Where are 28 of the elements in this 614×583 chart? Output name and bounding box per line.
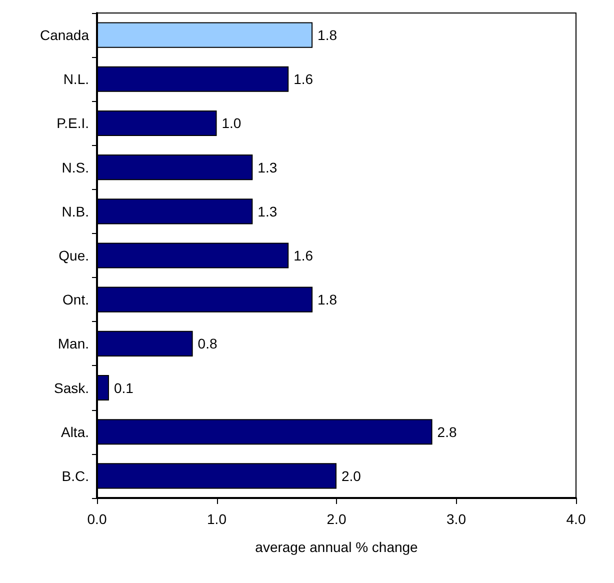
- y-tick-label: P.E.I.: [56, 115, 89, 132]
- data-label: 2.8: [437, 424, 457, 440]
- y-tick-label: Sask.: [54, 380, 89, 396]
- data-label: 0.8: [198, 336, 218, 352]
- data-label: 1.3: [258, 203, 278, 220]
- y-tick-label: B.C.: [62, 468, 89, 484]
- y-tick-label: N.B.: [62, 203, 89, 220]
- x-axis-title: average annual % change: [255, 539, 418, 555]
- x-tick-label: 1.0: [207, 511, 227, 527]
- y-tick-label: N.L.: [63, 71, 89, 88]
- data-label: 2.0: [342, 468, 362, 484]
- data-label: 1.8: [318, 27, 338, 44]
- data-label: 1.6: [294, 71, 314, 88]
- x-tick-label: 3.0: [446, 511, 466, 527]
- x-tick-label: 4.0: [566, 511, 586, 527]
- y-tick-label: Ont.: [62, 292, 89, 308]
- data-label: 0.1: [114, 380, 134, 396]
- y-tick-label: Man.: [58, 336, 89, 352]
- y-tick-label: Que.: [58, 248, 89, 264]
- y-tick-label: Alta.: [60, 424, 89, 440]
- data-label: 1.0: [222, 115, 242, 132]
- data-label: 1.8: [318, 292, 338, 308]
- data-label: 1.3: [258, 159, 278, 176]
- y-tick-label: Canada: [40, 27, 90, 44]
- x-tick-label: 2.0: [326, 511, 346, 527]
- x-tick-label: 0.0: [87, 511, 107, 527]
- y-tick-label: N.S.: [62, 159, 89, 176]
- data-label: 1.6: [294, 248, 314, 264]
